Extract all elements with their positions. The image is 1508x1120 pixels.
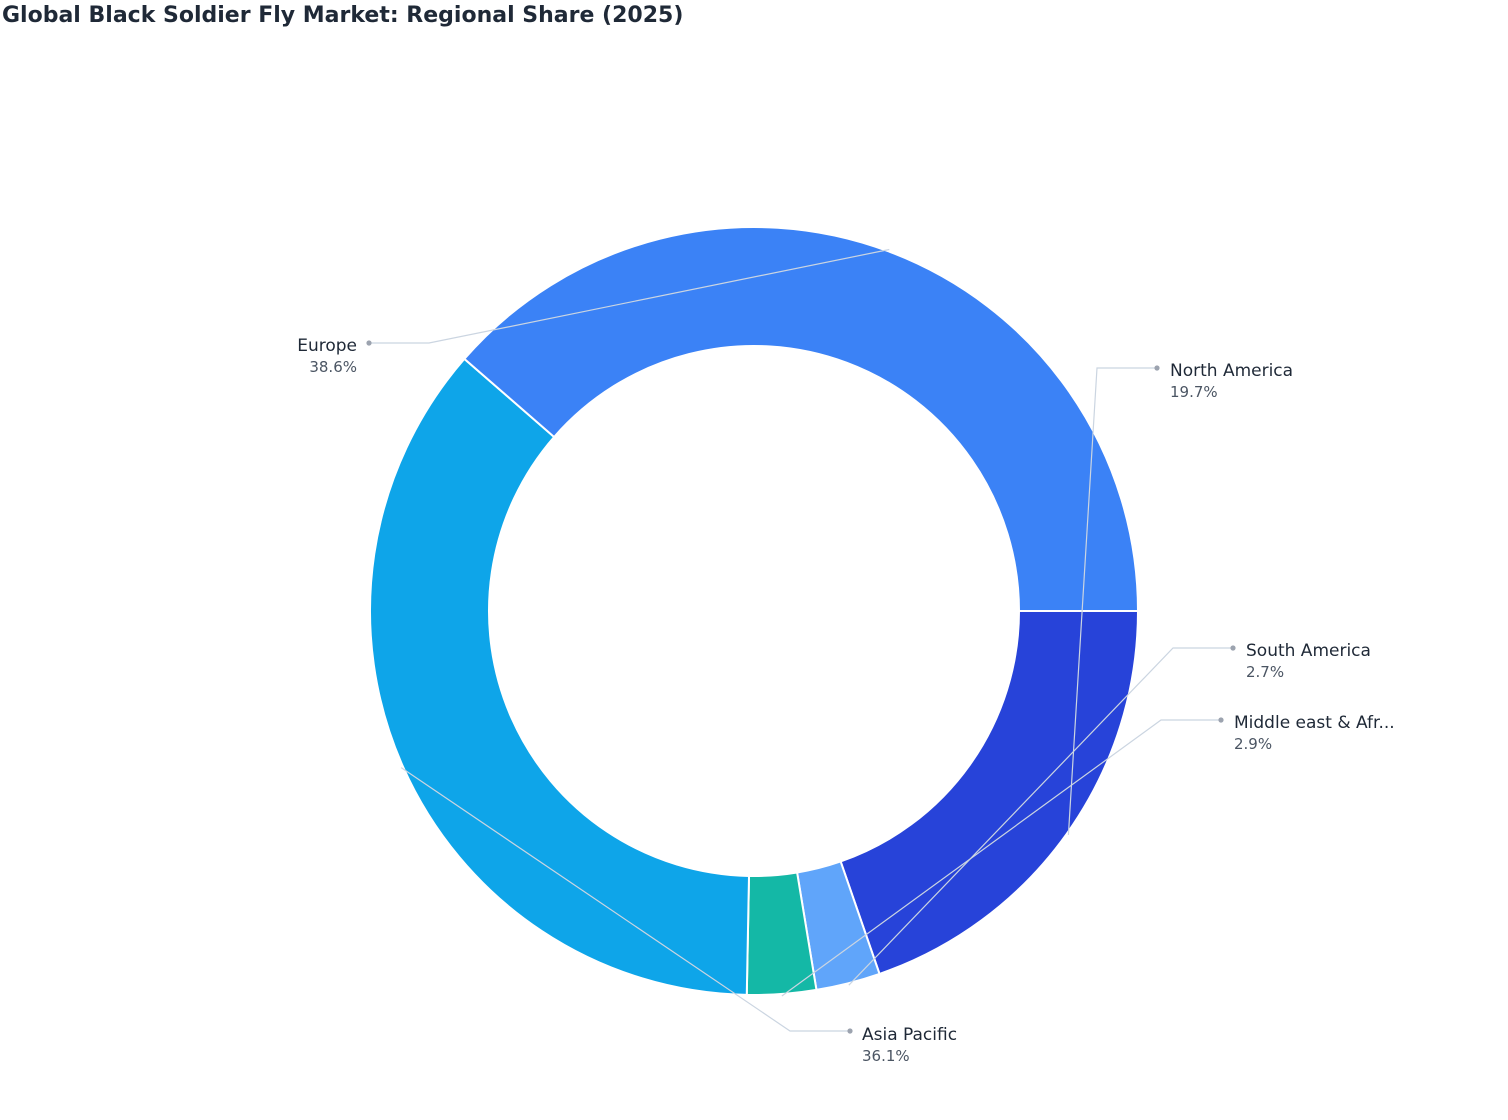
leader-dot-south-america [1230, 645, 1236, 651]
slice-labels: North America 19.7% South America 2.7% Middl… [297, 336, 1394, 1065]
leader-line-south-america [848, 647, 1233, 986]
label-value-north-america: 19.7% [1170, 383, 1218, 401]
label-value-south-america: 2.7% [1246, 663, 1284, 681]
label-value-europe: 38.6% [309, 358, 357, 376]
donut-slices [369, 226, 1140, 996]
slice-north-america[interactable] [839, 610, 1140, 976]
label-name-south-america: South America [1246, 641, 1371, 661]
label-value-asia-pacific: 36.1% [862, 1047, 910, 1065]
leader-dot-europe [366, 340, 372, 346]
slice-europe[interactable] [462, 226, 1140, 612]
label-name-europe: Europe [297, 336, 357, 356]
label-leaders [366, 248, 1236, 1034]
slice-asia-pacific[interactable] [369, 357, 751, 996]
leader-line-asia-pacific [400, 767, 850, 1032]
label-name-north-america: North America [1170, 361, 1293, 381]
label-name-middle-east-africa: Middle east & Afr... [1234, 713, 1395, 733]
leader-dot-asia-pacific [847, 1028, 853, 1034]
leader-line-north-america [1067, 367, 1157, 835]
leader-line-europe [369, 248, 890, 344]
label-name-asia-pacific: Asia Pacific [862, 1025, 957, 1045]
chart-title: Global Black Soldier Fly Market: Regiona… [2, 3, 684, 28]
leader-dot-middle-east-africa [1218, 717, 1224, 723]
leader-dot-north-america [1154, 365, 1160, 371]
label-value-middle-east-africa: 2.9% [1234, 735, 1272, 753]
leader-line-middle-east-africa [781, 719, 1221, 997]
